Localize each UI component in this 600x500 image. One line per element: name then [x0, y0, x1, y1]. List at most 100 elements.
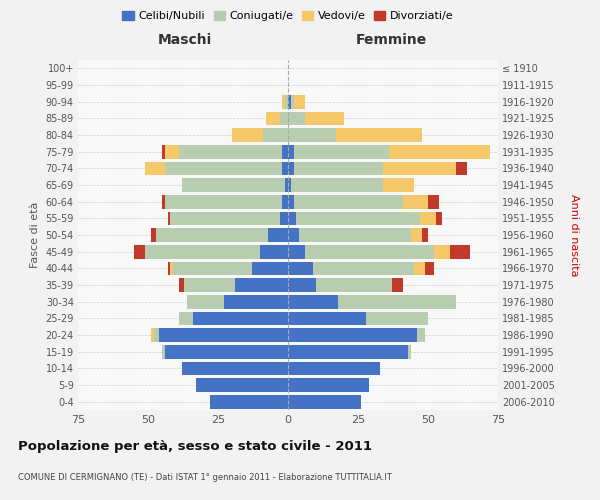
Bar [283, 145, 288, 158]
Bar [165, 195, 283, 208]
Bar [283, 95, 285, 108]
Bar [285, 95, 288, 108]
Bar [285, 178, 288, 192]
Text: Popolazione per età, sesso e stato civile - 2011: Popolazione per età, sesso e stato civil… [18, 440, 372, 453]
Bar [456, 162, 467, 175]
Bar [266, 112, 280, 125]
Bar [170, 212, 280, 225]
Bar [280, 212, 288, 225]
Y-axis label: Anni di nascita: Anni di nascita [569, 194, 579, 276]
Bar [288, 362, 380, 375]
Bar [288, 328, 417, 342]
Bar [280, 112, 288, 125]
Text: COMUNE DI CERMIGNANO (TE) - Dati ISTAT 1° gennaio 2011 - Elaborazione TUTTITALIA: COMUNE DI CERMIGNANO (TE) - Dati ISTAT 1… [18, 473, 392, 482]
Bar [288, 162, 293, 175]
Bar [167, 212, 170, 225]
Bar [170, 262, 173, 275]
Bar [165, 162, 283, 175]
Bar [316, 278, 392, 292]
Bar [288, 395, 361, 408]
Bar [288, 345, 409, 358]
Bar [251, 262, 288, 275]
Bar [296, 212, 419, 225]
Bar [288, 212, 296, 225]
Bar [184, 278, 235, 292]
Bar [288, 378, 369, 392]
Bar [151, 328, 154, 342]
Bar [288, 195, 293, 208]
Bar [288, 262, 313, 275]
Bar [425, 262, 434, 275]
Bar [162, 145, 165, 158]
Bar [268, 228, 288, 242]
Bar [187, 295, 224, 308]
Bar [313, 262, 414, 275]
Bar [165, 145, 179, 158]
Bar [154, 328, 159, 342]
Bar [232, 128, 263, 142]
Bar [367, 312, 428, 325]
Bar [162, 195, 165, 208]
Bar [193, 312, 288, 325]
Bar [288, 95, 291, 108]
Bar [157, 228, 268, 242]
Bar [428, 195, 439, 208]
Bar [392, 278, 403, 292]
Bar [291, 178, 383, 192]
Bar [145, 162, 165, 175]
Bar [288, 145, 293, 158]
Bar [224, 295, 288, 308]
Bar [409, 345, 411, 358]
Bar [414, 262, 425, 275]
Bar [162, 345, 165, 358]
Bar [451, 245, 470, 258]
Bar [209, 395, 288, 408]
Bar [288, 228, 299, 242]
Bar [293, 195, 403, 208]
Bar [165, 345, 288, 358]
Bar [291, 95, 293, 108]
Bar [383, 162, 456, 175]
Bar [422, 228, 428, 242]
Bar [196, 378, 288, 392]
Bar [293, 145, 389, 158]
Bar [411, 228, 422, 242]
Bar [383, 178, 414, 192]
Bar [263, 128, 288, 142]
Legend: Celibi/Nubili, Coniugati/e, Vedovi/e, Divorziati/e: Celibi/Nubili, Coniugati/e, Vedovi/e, Di… [118, 6, 458, 25]
Bar [182, 362, 288, 375]
Bar [288, 312, 367, 325]
Bar [159, 328, 288, 342]
Bar [305, 245, 434, 258]
Bar [419, 212, 436, 225]
Bar [173, 262, 251, 275]
Text: Maschi: Maschi [157, 32, 212, 46]
Bar [288, 178, 291, 192]
Bar [293, 95, 305, 108]
Bar [338, 295, 456, 308]
Bar [134, 245, 145, 258]
Bar [182, 178, 285, 192]
Bar [288, 112, 305, 125]
Bar [335, 128, 422, 142]
Bar [305, 112, 344, 125]
Bar [288, 278, 316, 292]
Bar [288, 128, 335, 142]
Bar [151, 228, 157, 242]
Bar [417, 328, 425, 342]
Bar [288, 245, 305, 258]
Bar [179, 312, 193, 325]
Bar [403, 195, 428, 208]
Bar [299, 228, 411, 242]
Text: Femmine: Femmine [356, 32, 427, 46]
Bar [283, 162, 288, 175]
Bar [436, 212, 442, 225]
Y-axis label: Fasce di età: Fasce di età [30, 202, 40, 268]
Bar [235, 278, 288, 292]
Bar [389, 145, 490, 158]
Bar [260, 245, 288, 258]
Bar [293, 162, 383, 175]
Bar [179, 145, 283, 158]
Bar [167, 262, 170, 275]
Bar [145, 245, 260, 258]
